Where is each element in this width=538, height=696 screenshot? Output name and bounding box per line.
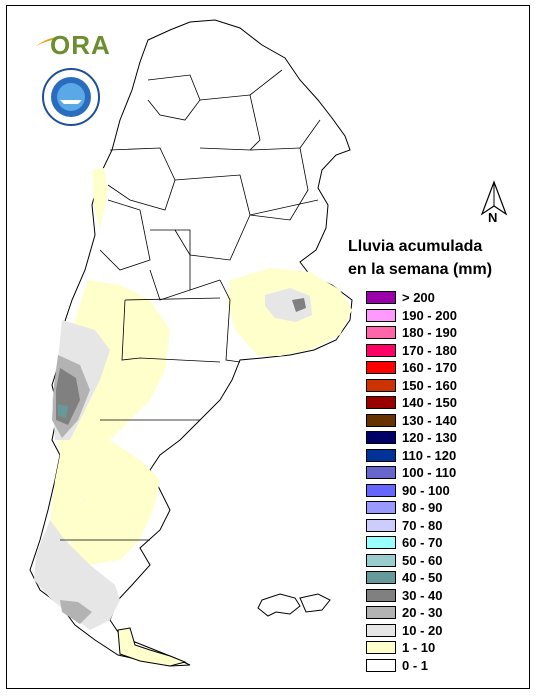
legend-label: 50 - 60 xyxy=(402,552,443,568)
legend-label: 120 - 130 xyxy=(402,430,457,446)
legend-item: 170 - 180 xyxy=(366,342,457,360)
legend-swatch xyxy=(366,413,396,427)
legend-label: 150 - 160 xyxy=(402,377,457,393)
north-arrow-icon xyxy=(480,180,508,216)
legend-swatch xyxy=(366,501,396,515)
tierra-del-fuego xyxy=(117,627,187,667)
legend-swatch xyxy=(366,431,396,445)
legend-item: 20 - 30 xyxy=(366,604,457,622)
legend-swatch xyxy=(366,466,396,480)
logo-swoosh-icon xyxy=(36,37,68,46)
legend-item: 60 - 70 xyxy=(366,534,457,552)
legend-swatch xyxy=(366,378,396,392)
legend-label: 180 - 190 xyxy=(402,325,457,341)
legend-swatch xyxy=(366,291,396,305)
province-boundaries xyxy=(60,69,321,541)
legend-item: 150 - 160 xyxy=(366,377,457,395)
legend-swatch xyxy=(366,396,396,410)
legend-swatch xyxy=(366,308,396,322)
legend-label: > 200 xyxy=(402,290,435,306)
legend-swatch xyxy=(366,361,396,375)
legend-swatch xyxy=(366,588,396,602)
legend-label: 20 - 30 xyxy=(402,605,443,621)
legend-swatch xyxy=(366,518,396,532)
legend-swatch xyxy=(366,606,396,620)
malvinas-islands xyxy=(257,593,331,617)
north-label: N xyxy=(488,210,498,225)
legend-label: 1 - 10 xyxy=(402,640,436,656)
legend-label: 90 - 100 xyxy=(402,482,450,498)
rain-zone-30-40-east xyxy=(292,298,306,312)
legend-label: 80 - 90 xyxy=(402,500,443,516)
legend-label: 160 - 170 xyxy=(402,360,457,376)
legend-swatch xyxy=(366,343,396,357)
legend-item: 1 - 10 xyxy=(366,639,457,657)
legend: > 200 190 - 200 180 - 190 170 - 180 160 - 17… xyxy=(366,289,457,674)
legend-label: 130 - 140 xyxy=(402,412,457,428)
legend-item: 10 - 20 xyxy=(366,622,457,640)
legend-label: 0 - 1 xyxy=(402,657,429,673)
legend-title-line2: en la semana (mm) xyxy=(348,261,493,278)
legend-swatch xyxy=(366,571,396,585)
legend-item: 0 - 1 xyxy=(366,657,457,675)
legend-swatch xyxy=(366,326,396,340)
legend-swatch xyxy=(366,448,396,462)
legend-item: 190 - 200 xyxy=(366,307,457,325)
legend-swatch xyxy=(366,553,396,567)
legend-title-line1: Lluvia acumulada xyxy=(348,238,483,255)
legend-swatch xyxy=(366,641,396,655)
legend-item: 160 - 170 xyxy=(366,359,457,377)
rain-zone-10-20-south xyxy=(34,520,120,630)
legend-label: 110 - 120 xyxy=(402,447,457,463)
legend-title: Lluvia acumulada en la semana (mm) xyxy=(348,235,492,281)
legend-label: 140 - 150 xyxy=(402,395,457,411)
legend-item: 70 - 80 xyxy=(366,517,457,535)
legend-item: 80 - 90 xyxy=(366,499,457,517)
legend-label: 170 - 180 xyxy=(402,342,457,358)
legend-label: 10 - 20 xyxy=(402,622,443,638)
legend-item: 100 - 110 xyxy=(366,464,457,482)
legend-label: 100 - 110 xyxy=(402,465,457,481)
legend-swatch xyxy=(366,536,396,550)
legend-label: 60 - 70 xyxy=(402,535,443,551)
legend-item: 180 - 190 xyxy=(366,324,457,342)
rain-zone-1-10-south xyxy=(70,440,160,565)
legend-item: 90 - 100 xyxy=(366,482,457,500)
rain-zone-20-30-south xyxy=(60,600,92,624)
legend-item: 110 - 120 xyxy=(366,447,457,465)
legend-label: 190 - 200 xyxy=(402,307,457,323)
legend-label: 40 - 50 xyxy=(402,570,443,586)
smn-seal-icon xyxy=(42,68,100,126)
rain-zone-10-20-east xyxy=(265,288,312,322)
legend-item: > 200 xyxy=(366,289,457,307)
legend-item: 130 - 140 xyxy=(366,412,457,430)
legend-item: 120 - 130 xyxy=(366,429,457,447)
legend-swatch xyxy=(366,623,396,637)
logo-text: ORA xyxy=(50,30,111,60)
legend-label: 70 - 80 xyxy=(402,517,443,533)
legend-swatch xyxy=(366,483,396,497)
legend-item: 30 - 40 xyxy=(366,587,457,605)
legend-item: 50 - 60 xyxy=(366,552,457,570)
legend-item: 40 - 50 xyxy=(366,569,457,587)
legend-item: 140 - 150 xyxy=(366,394,457,412)
rain-zone-40-50 xyxy=(58,404,68,418)
legend-label: 30 - 40 xyxy=(402,587,443,603)
legend-swatch xyxy=(366,658,396,672)
rain-zone-1-10-west xyxy=(92,168,108,230)
